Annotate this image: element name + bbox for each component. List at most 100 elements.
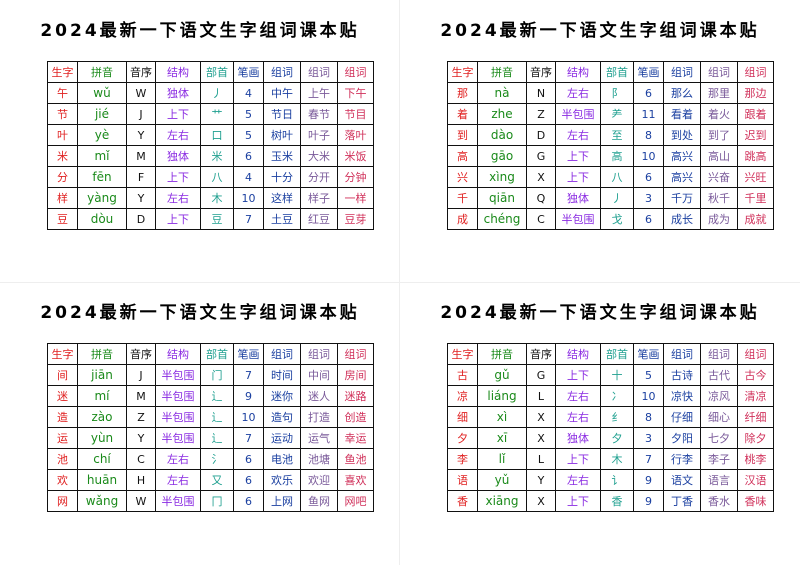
cell: nà [477,82,527,104]
header-cell: 生字 [47,61,78,83]
header-cell: 部首 [600,343,634,365]
cell: 高兴 [663,145,701,167]
header-cell: 组词 [700,343,738,365]
cell: 叶 [47,124,78,146]
sheet-panel: 2024最新一下语文生字组词课本贴 生字 拼音 音序 结构 部首 笔画 组词 组词 组词午 wǔ W 独… [0,0,400,282]
cell: 红豆 [300,208,338,230]
table-body: 生字 拼音 音序 结构 部首 笔画 组词 组词 组词午 wǔ W 独体丿 4 中午 上午 下午节 jié J 上下艹… [47,61,374,230]
cell: 6 [233,469,264,491]
cell: 氵 [200,448,234,470]
cell: yè [77,124,127,146]
row: 池 chí C 左右氵 6 电池 池塘 鱼池 [47,448,374,470]
cell: 欢迎 [300,469,338,491]
cell: 成就 [737,208,774,230]
divider [0,282,800,283]
cell: C [126,448,156,470]
cell: 上下 [555,490,601,512]
cell: liáng [477,385,527,407]
header-cell: 音序 [126,61,156,83]
cell: 春节 [300,103,338,125]
cell: 那边 [737,82,774,104]
cell: 4 [233,82,264,104]
header-cell: 笔画 [633,343,664,365]
cell: yùn [77,427,127,449]
cell: xìng [477,166,527,188]
cell: 池塘 [300,448,338,470]
cell: 分开 [300,166,338,188]
cell: chéng [477,208,527,230]
cell: 除夕 [737,427,774,449]
cell: 凉 [447,385,478,407]
cell: 千里 [737,187,774,209]
cell: 运动 [263,427,301,449]
header-cell: 拼音 [77,343,127,365]
cell: 上下 [155,166,201,188]
cell: 10 [233,187,264,209]
cell: 6 [633,208,664,230]
cell: 间 [47,364,78,386]
cell: 细 [447,406,478,428]
cell: 着火 [700,103,738,125]
cell: Z [526,103,556,125]
cell: 半包围 [155,490,201,512]
cell: xì [477,406,527,428]
cell: J [126,364,156,386]
cell: C [526,208,556,230]
cell: 节日 [263,103,301,125]
cell: 古代 [700,364,738,386]
row: 豆 dòu D 上下豆 7 土豆 红豆 豆芽 [47,208,374,230]
title: 2024最新一下语文生字组词课本贴 [40,303,360,323]
row: 语 yǔ Y 左右讠 9 语文 语言 汉语 [447,469,774,491]
row: 迷 mí M 半包围辶 9 迷你 迷人 迷路 [47,385,374,407]
header-cell: 组词 [337,343,374,365]
cell: 左右 [555,385,601,407]
header-cell: 结构 [155,343,201,365]
cell: G [526,145,556,167]
header-cell: 结构 [155,61,201,83]
cell: 打造 [300,406,338,428]
cell: 运气 [300,427,338,449]
character-table: 生字 拼音 音序 结构 部首 笔画 组词 组词 组词古 gǔ G 上下十 5 古诗 古代 古今凉 liáng L 左… [447,343,774,512]
cell: 玉米 [263,145,301,167]
cell: 左右 [555,82,601,104]
cell: 独体 [555,187,601,209]
header-cell: 组词 [300,61,338,83]
cell: 幸运 [337,427,374,449]
cell: 欢 [47,469,78,491]
sheet-panel: 2024最新一下语文生字组词课本贴 生字 拼音 音序 结构 部首 笔画 组词 组词 组词那 nà N 左… [400,0,800,282]
header-cell: 音序 [526,343,556,365]
cell: gǔ [477,364,527,386]
cell: 树叶 [263,124,301,146]
cell: 辶 [200,385,234,407]
cell: 兴旺 [737,166,774,188]
header-cell: 组词 [663,61,701,83]
cell: 八 [200,166,234,188]
cell: W [126,82,156,104]
row: 间 jiān J 半包围门 7 时间 中间 房间 [47,364,374,386]
cell: N [526,82,556,104]
cell: 米 [47,145,78,167]
cell: 上下 [555,145,601,167]
cell: 艹 [200,103,234,125]
cell: 6 [233,448,264,470]
header-cell: 拼音 [477,61,527,83]
cell: Q [526,187,556,209]
header-cell: 结构 [555,343,601,365]
row: 节 jié J 上下艹 5 节日 春节 节目 [47,103,374,125]
cell: 丿 [600,187,634,209]
cell: 迷路 [337,385,374,407]
cell: X [526,166,556,188]
cell: Y [126,187,156,209]
cell: 7 [633,448,664,470]
cell: 8 [633,406,664,428]
row: 午 wǔ W 独体丿 4 中午 上午 下午 [47,82,374,104]
character-table: 生字 拼音 音序 结构 部首 笔画 组词 组词 组词那 nà N 左右阝 6 那么 那里 那边着 zhe Z 半包围… [447,61,774,230]
cell: 喜欢 [337,469,374,491]
header-cell: 组词 [737,343,774,365]
cell: 这样 [263,187,301,209]
cell: chí [77,448,127,470]
cell: 落叶 [337,124,374,146]
cell: 辶 [200,406,234,428]
title: 2024最新一下语文生字组词课本贴 [440,303,760,323]
cell: 11 [633,103,664,125]
